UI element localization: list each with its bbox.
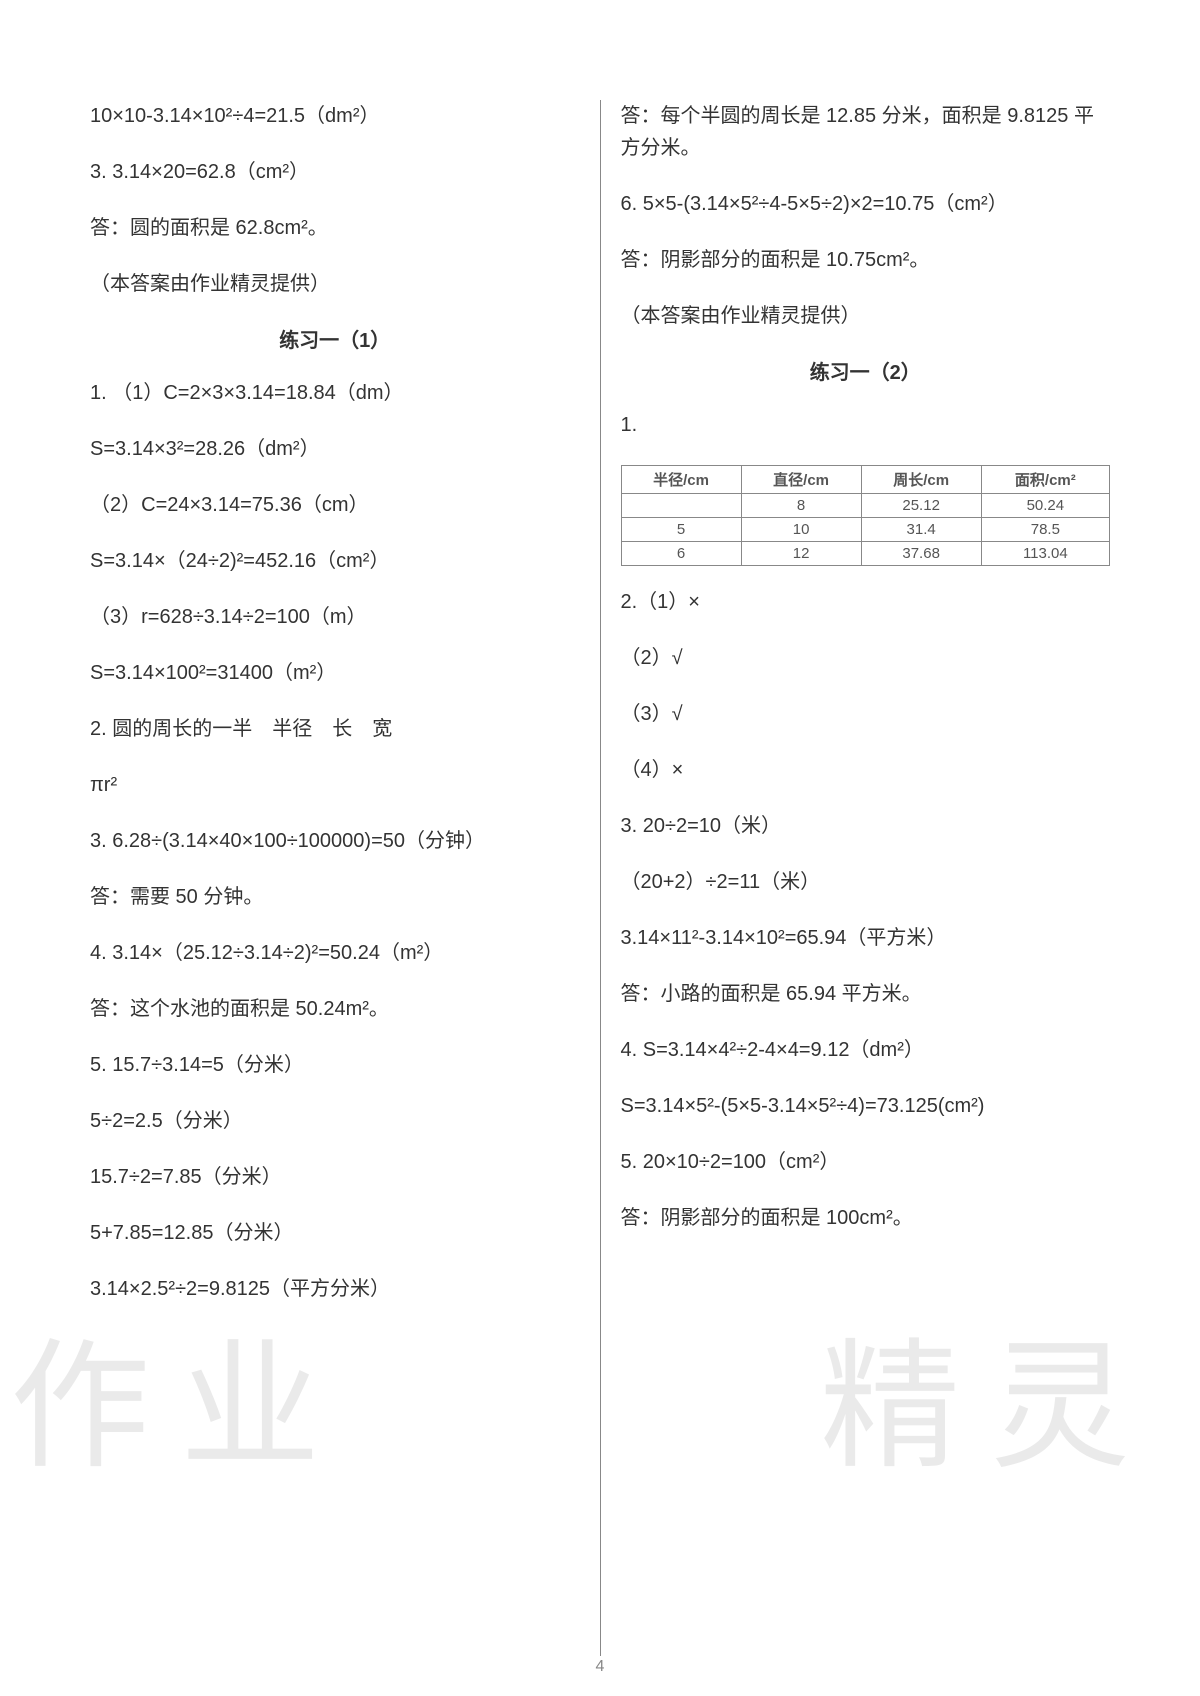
text-line: S=3.14×（24÷2)²=452.16（cm²） [90, 545, 580, 577]
table-row: 6 12 37.68 113.04 [621, 542, 1110, 566]
text-line: 答：阴影部分的面积是 10.75cm²。 [621, 244, 1111, 276]
text-line: （本答案由作业精灵提供） [90, 268, 580, 300]
text-line: 2.（1）× [621, 586, 1111, 618]
right-column: 答：每个半圆的周长是 12.85 分米，面积是 9.8125 平方分米。 6. … [601, 100, 1131, 1656]
text-line: 5. 15.7÷3.14=5（分米） [90, 1049, 580, 1081]
table-header: 周长/cm [861, 466, 981, 494]
section-title: 练习一（2） [621, 356, 1111, 385]
table-header: 面积/cm² [981, 466, 1109, 494]
text-line: 3.14×11²-3.14×10²=65.94（平方米） [621, 922, 1111, 954]
table-cell: 12 [741, 542, 861, 566]
text-line: （2）√ [621, 642, 1111, 674]
table-header: 半径/cm [621, 466, 741, 494]
text-line: 答：需要 50 分钟。 [90, 881, 580, 913]
text-line: 5÷2=2.5（分米） [90, 1105, 580, 1137]
text-line: 答：每个半圆的周长是 12.85 分米，面积是 9.8125 平方分米。 [621, 100, 1111, 164]
page-container: 10×10-3.14×10²÷4=21.5（dm²） 3. 3.14×20=62… [70, 100, 1130, 1656]
text-line: S=3.14×3²=28.26（dm²） [90, 433, 580, 465]
text-line: 5+7.85=12.85（分米） [90, 1217, 580, 1249]
table-row: 8 25.12 50.24 [621, 494, 1110, 518]
table-cell: 113.04 [981, 542, 1109, 566]
data-table: 半径/cm 直径/cm 周长/cm 面积/cm² 8 25.12 50.24 5 [621, 465, 1111, 566]
text-line: 5. 20×10÷2=100（cm²） [621, 1146, 1111, 1178]
text-line: 6. 5×5-(3.14×5²÷4-5×5÷2)×2=10.75（cm²） [621, 188, 1111, 220]
left-column: 10×10-3.14×10²÷4=21.5（dm²） 3. 3.14×20=62… [70, 100, 601, 1656]
table-cell: 25.12 [861, 494, 981, 518]
text-line: 3.14×2.5²÷2=9.8125（平方分米） [90, 1273, 580, 1305]
text-line: （2）C=24×3.14=75.36（cm） [90, 489, 580, 521]
text-line: πr² [90, 769, 580, 801]
table-header: 直径/cm [741, 466, 861, 494]
text-line: 15.7÷2=7.85（分米） [90, 1161, 580, 1193]
text-line: S=3.14×100²=31400（m²） [90, 657, 580, 689]
text-line: （本答案由作业精灵提供） [621, 300, 1111, 332]
text-line: 3. 6.28÷(3.14×40×100÷100000)=50（分钟） [90, 825, 580, 857]
text-line: 10×10-3.14×10²÷4=21.5（dm²） [90, 100, 580, 132]
text-line: 1. （1）C=2×3×3.14=18.84（dm） [90, 377, 580, 409]
table-cell: 37.68 [861, 542, 981, 566]
text-line: 2. 圆的周长的一半 半径 长 宽 [90, 713, 580, 745]
text-line: 答：小路的面积是 65.94 平方米。 [621, 978, 1111, 1010]
table-row: 5 10 31.4 78.5 [621, 518, 1110, 542]
page-number: 4 [596, 1658, 605, 1676]
text-line: 答：阴影部分的面积是 100cm²。 [621, 1202, 1111, 1234]
table-cell: 50.24 [981, 494, 1109, 518]
table-cell [621, 494, 741, 518]
table-cell: 10 [741, 518, 861, 542]
text-line: 3. 20÷2=10（米） [621, 810, 1111, 842]
table-cell: 5 [621, 518, 741, 542]
text-line: S=3.14×5²-(5×5-3.14×5²÷4)=73.125(cm²) [621, 1090, 1111, 1122]
text-line: 4. 3.14×（25.12÷3.14÷2)²=50.24（m²） [90, 937, 580, 969]
text-line: （3）√ [621, 698, 1111, 730]
table-cell: 8 [741, 494, 861, 518]
table-cell: 6 [621, 542, 741, 566]
text-line: 1. [621, 409, 1111, 441]
text-line: （20+2）÷2=11（米） [621, 866, 1111, 898]
text-line: （4）× [621, 754, 1111, 786]
text-line: （3）r=628÷3.14÷2=100（m） [90, 601, 580, 633]
text-line: 答：圆的面积是 62.8cm²。 [90, 212, 580, 244]
section-title: 练习一（1） [90, 324, 580, 353]
text-line: 3. 3.14×20=62.8（cm²） [90, 156, 580, 188]
table-cell: 31.4 [861, 518, 981, 542]
table-cell: 78.5 [981, 518, 1109, 542]
text-line: 答：这个水池的面积是 50.24m²。 [90, 993, 580, 1025]
text-line: 4. S=3.14×4²÷2-4×4=9.12（dm²） [621, 1034, 1111, 1066]
